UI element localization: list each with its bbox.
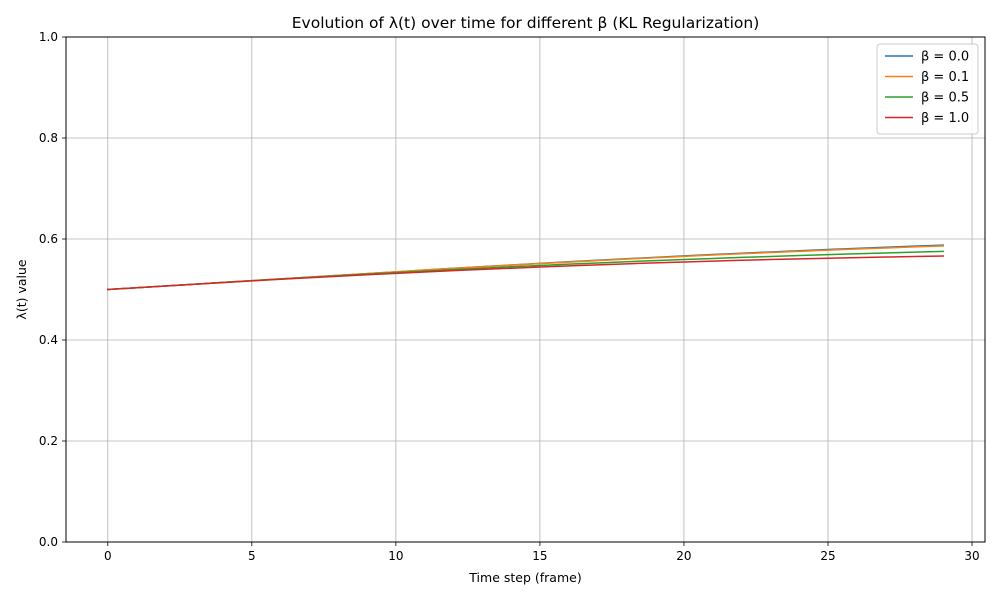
- y-tick-label: 0.6: [39, 232, 58, 246]
- axis-ticks: 0 5 10 15 20 25 30 0.0 0.2 0.4 0.6 0.8 1.0: [39, 30, 980, 563]
- x-tick-label: 5: [248, 549, 256, 563]
- legend-label-1: β = 0.1: [921, 70, 969, 85]
- legend-label-0: β = 0.0: [921, 50, 969, 65]
- legend-label-2: β = 0.5: [921, 91, 969, 106]
- y-tick-label: 0.0: [39, 535, 58, 549]
- series-line-3: [106, 255, 944, 291]
- chart-title: Evolution of λ(t) over time for differen…: [292, 14, 760, 32]
- legend: β = 0.0 β = 0.1 β = 0.5 β = 1.0: [876, 43, 979, 135]
- x-tick-label: 30: [964, 549, 979, 563]
- legend-box: [876, 43, 979, 135]
- y-axis-title: λ(t) value: [14, 259, 29, 319]
- plot-frame: [65, 36, 986, 543]
- x-tick-label: 10: [388, 549, 403, 563]
- y-tick-label: 0.8: [39, 131, 58, 145]
- x-axis-title: Time step (frame): [468, 570, 581, 585]
- data-series: [106, 244, 945, 291]
- x-tick-label: 0: [104, 549, 112, 563]
- legend-label-3: β = 1.0: [921, 111, 969, 126]
- x-tick-label: 15: [532, 549, 547, 563]
- y-tick-label: 0.4: [39, 333, 58, 347]
- x-tick-label: 25: [820, 549, 835, 563]
- x-tick-label: 20: [676, 549, 691, 563]
- y-tick-label: 0.2: [39, 434, 58, 448]
- y-tick-label: 1.0: [39, 30, 58, 44]
